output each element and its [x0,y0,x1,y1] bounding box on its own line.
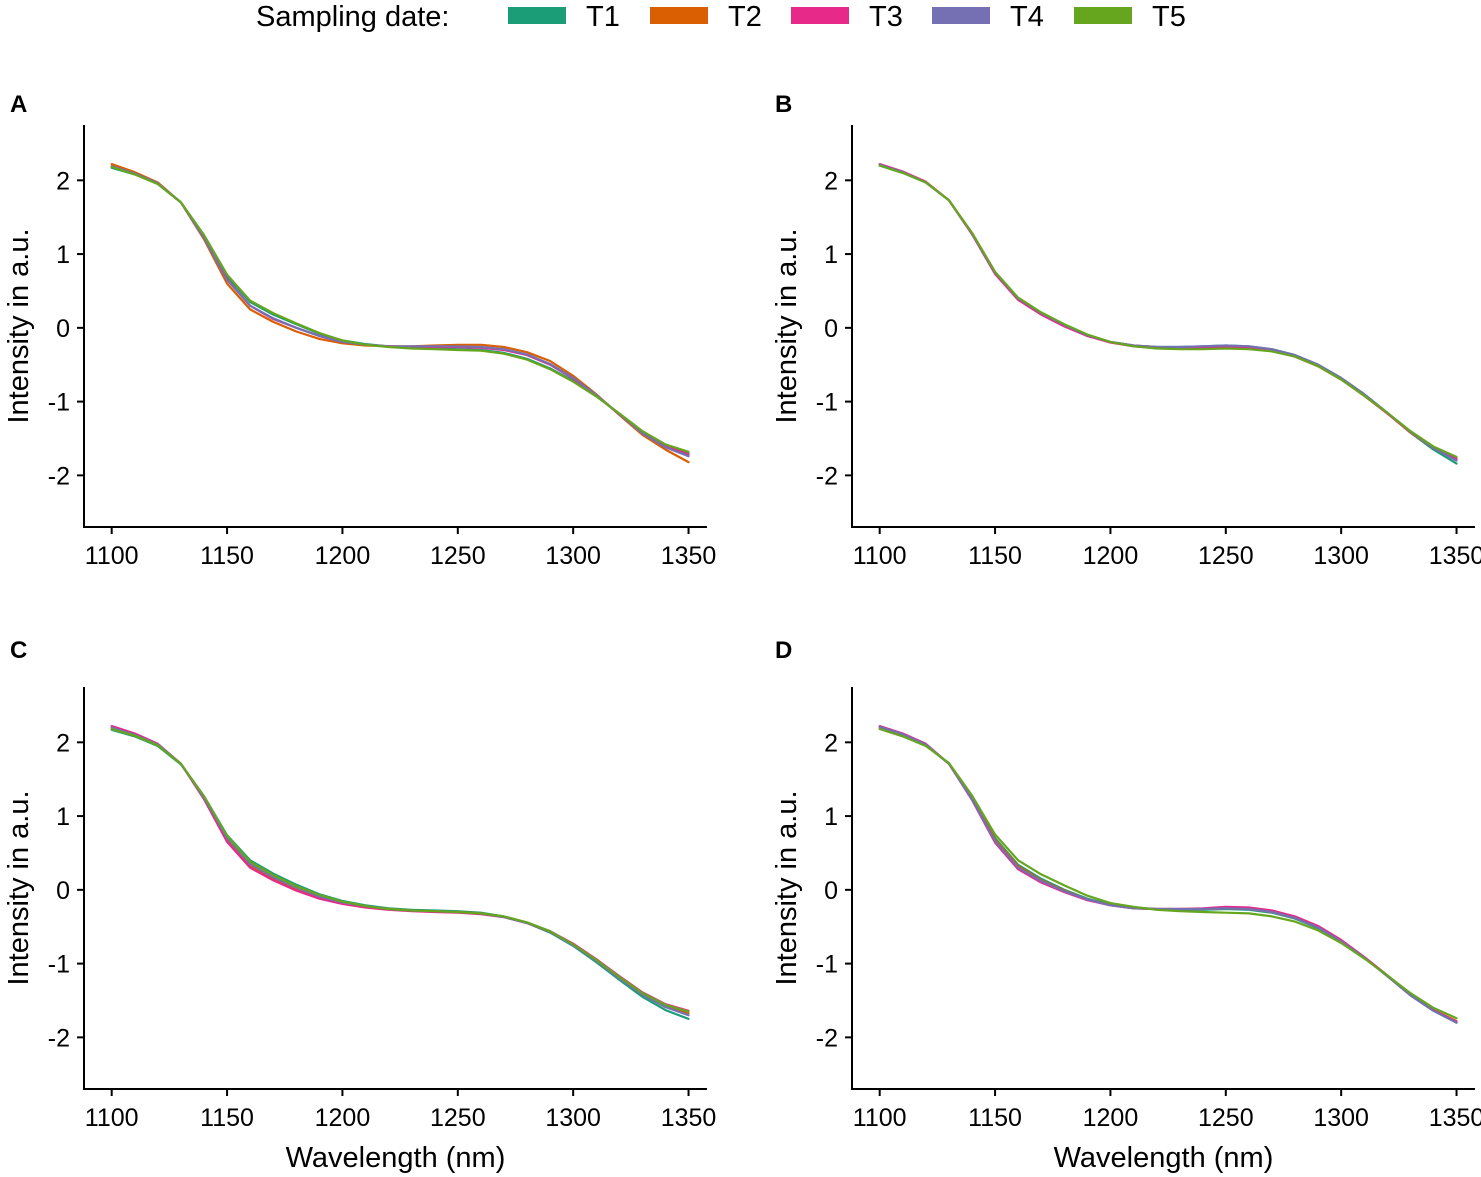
x-tick-label: 1150 [968,1104,1022,1132]
chart-panel-a: A -2 -1 0 1 2 1100 1150 1200 1250 1300 1350 Intensit… [3,91,716,570]
y-tick-label: 2 [824,167,838,195]
x-tick-label: 1200 [315,542,371,570]
y-tick-label: -1 [48,951,70,979]
x-tick-label: 1200 [1083,542,1139,570]
series-line-t5 [878,727,1458,1020]
series-line-t3 [878,725,1458,1023]
chart-panel-d: D -2 -1 0 1 2 1100 1150 1200 1250 1300 1350 Intensit… [771,637,1481,1174]
x-tick-label: 1300 [545,1104,601,1132]
chart-panel-b: B -2 -1 0 1 2 1100 1150 1200 1250 1300 1350 Intensit… [771,91,1481,570]
y-tick-label: -2 [816,1024,838,1052]
series-line-t4 [878,163,1458,462]
x-tick-label: 1200 [315,1104,371,1132]
series-line-t1 [878,164,1458,465]
series-line-t5 [110,165,690,453]
x-tick-label: 1150 [200,1104,254,1132]
y-tick-label: -2 [48,1024,70,1052]
x-tick-label: 1350 [1429,542,1481,570]
y-axis-title: Intensity in a.u. [3,790,35,985]
legend-label: T3 [869,1,903,33]
panel-label: A [10,91,27,118]
series-line-t1 [110,166,690,455]
y-tick-label: 1 [824,241,838,269]
series-line-t4 [878,725,1458,1024]
series-line-t3 [110,165,690,456]
y-tick-label: 0 [824,877,838,905]
legend-label: T5 [1152,1,1186,33]
y-tick-label: -2 [816,462,838,490]
series-line-t2 [878,163,1458,461]
y-tick-label: 1 [56,241,70,269]
series-line-t5 [878,164,1458,458]
y-tick-label: -1 [816,951,838,979]
legend-swatch [791,7,849,24]
chart-panel-c: C -2 -1 0 1 2 1100 1150 1200 1250 1300 1350 Intensit… [3,637,716,1174]
x-tick-label: 1350 [1429,1104,1481,1132]
y-tick-label: 2 [824,729,838,757]
x-tick-label: 1150 [968,542,1022,570]
x-axis-title: Wavelength (nm) [286,1142,506,1174]
panel-label: C [10,637,27,664]
x-tick-label: 1300 [545,542,601,570]
legend-swatch [650,7,708,24]
x-tick-label: 1200 [1083,1104,1139,1132]
y-tick-label: -2 [48,462,70,490]
series-line-t3 [878,163,1458,460]
series-line-t2 [878,726,1458,1023]
x-tick-label: 1250 [430,542,486,570]
x-axis-title: Wavelength (nm) [1054,1142,1274,1174]
y-tick-label: 1 [56,803,70,831]
y-axis-title: Intensity in a.u. [3,228,35,423]
x-tick-label: 1150 [200,542,254,570]
panel-label: D [775,637,792,664]
series-line-t4 [110,726,690,1017]
y-axis-title: Intensity in a.u. [771,790,803,985]
x-tick-label: 1100 [853,542,907,570]
panel-label: B [775,91,792,118]
y-tick-label: -1 [48,389,70,417]
series-line-t3 [110,725,690,1012]
x-tick-label: 1300 [1313,1104,1369,1132]
legend-swatch [508,7,566,24]
legend-label: T2 [728,1,762,33]
legend-swatch [932,7,990,24]
series-line-t4 [110,165,690,458]
series-line-t5 [110,727,690,1013]
y-tick-label: 2 [56,167,70,195]
y-tick-label: 1 [824,803,838,831]
x-tick-label: 1250 [1198,542,1254,570]
x-tick-label: 1100 [853,1104,907,1132]
series-line-t2 [110,163,690,464]
series-line-t1 [110,728,690,1020]
legend: Sampling date: T1 T2 T3 T4 T5 [0,0,1481,36]
y-tick-label: 0 [824,315,838,343]
x-tick-label: 1250 [430,1104,486,1132]
series-line-t1 [878,727,1458,1024]
legend-swatch [1074,7,1132,24]
legend-label: T1 [586,1,620,33]
y-tick-label: 0 [56,877,70,905]
y-tick-label: -1 [816,389,838,417]
series-line-t2 [110,726,690,1015]
x-tick-label: 1350 [661,1104,717,1132]
x-tick-label: 1350 [661,542,717,570]
x-tick-label: 1250 [1198,1104,1254,1132]
y-axis-title: Intensity in a.u. [771,228,803,423]
legend-label: T4 [1010,1,1044,33]
y-tick-label: 0 [56,315,70,343]
x-tick-label: 1100 [85,1104,139,1132]
y-tick-label: 2 [56,729,70,757]
x-tick-label: 1300 [1313,542,1369,570]
legend-title: Sampling date: [256,1,450,33]
x-tick-label: 1100 [85,542,139,570]
